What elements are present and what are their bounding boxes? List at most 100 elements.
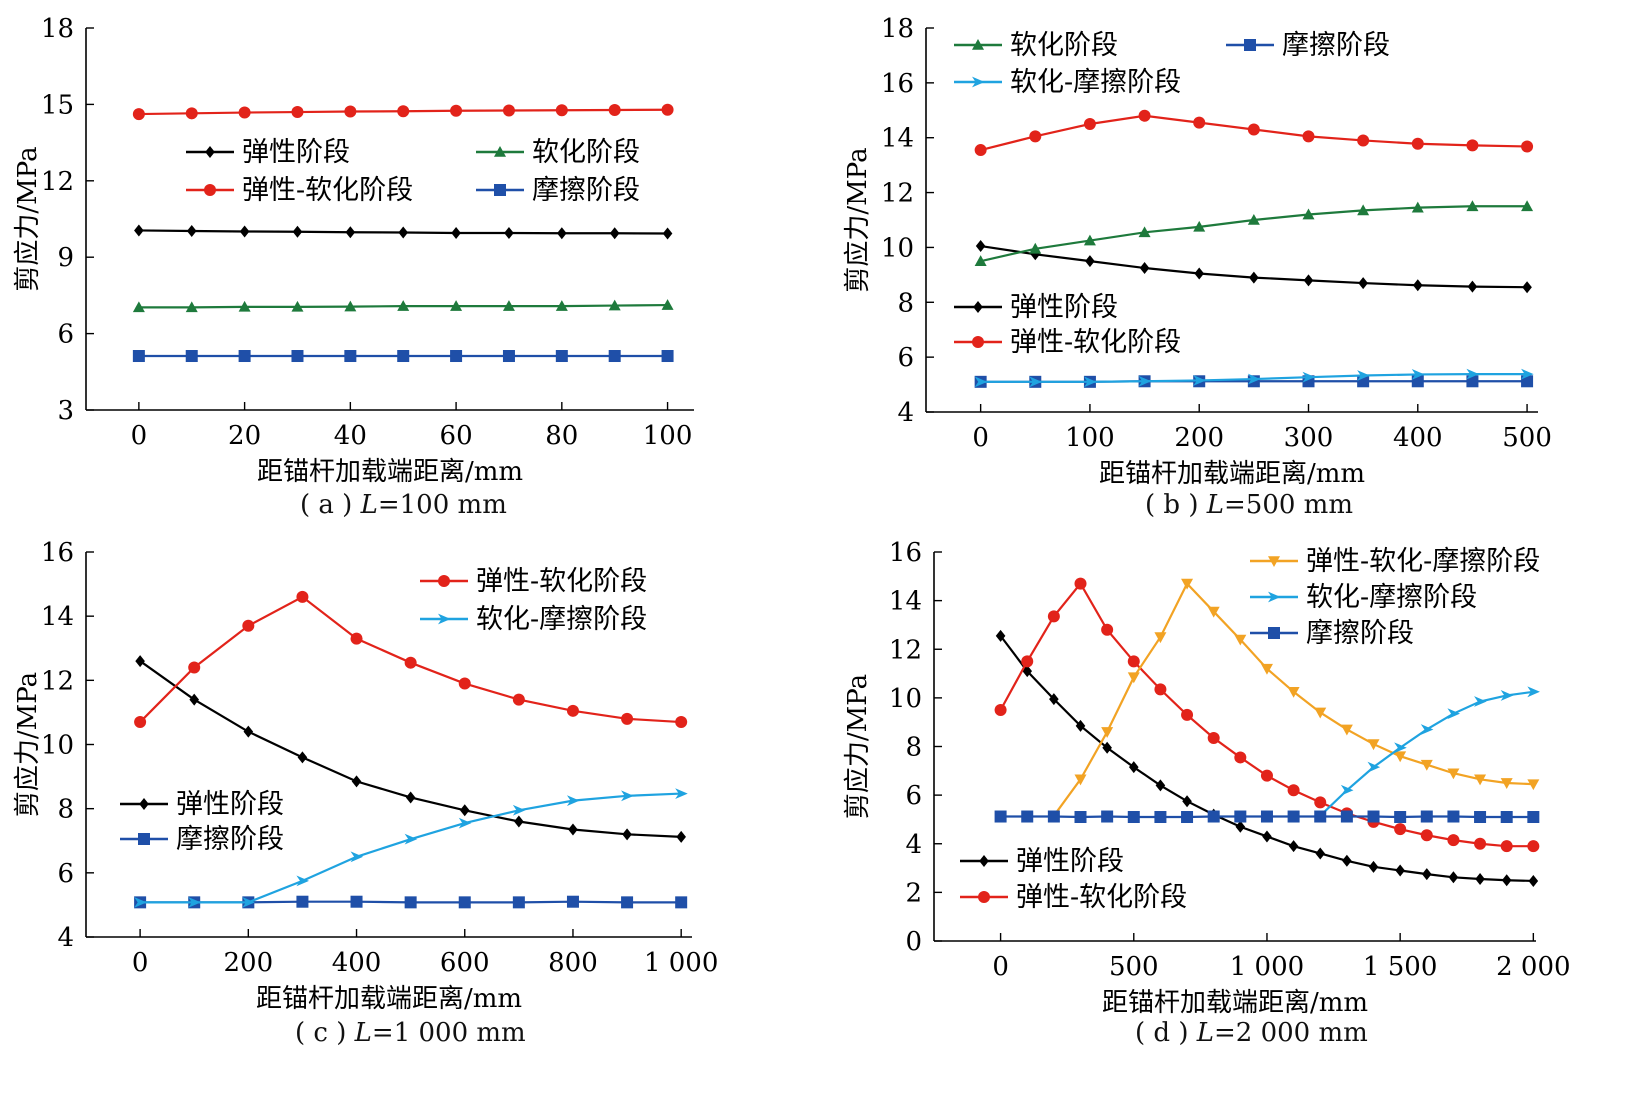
data-point-marker xyxy=(132,108,145,121)
legend-item: 摩擦阶段 xyxy=(1250,618,1414,649)
data-point-marker xyxy=(1466,200,1479,212)
data-point-marker xyxy=(1021,810,1034,823)
data-point-marker xyxy=(675,896,688,909)
data-point-marker xyxy=(438,613,451,625)
legend-label: 弹性-软化阶段 xyxy=(1010,327,1181,358)
series-group xyxy=(994,810,1540,824)
y-tick-label: 6 xyxy=(905,781,922,811)
data-point-marker xyxy=(1340,810,1353,823)
data-point-marker xyxy=(1288,840,1299,853)
data-point-marker xyxy=(1421,868,1432,881)
y-axis-title: 剪应力/MPa xyxy=(843,674,873,819)
data-point-marker xyxy=(1522,281,1532,294)
legend-label: 弹性-软化-摩擦阶段 xyxy=(1306,546,1540,577)
chart-b-caption: ( b ) L=500 mm xyxy=(1145,490,1353,520)
data-point-marker xyxy=(1139,262,1150,274)
data-point-marker xyxy=(1029,130,1042,143)
y-tick-label: 12 xyxy=(41,167,74,197)
data-point-marker xyxy=(451,227,461,240)
legend-label: 软化-摩擦阶段 xyxy=(476,604,647,635)
data-point-marker xyxy=(1466,375,1479,388)
data-point-marker xyxy=(291,300,304,312)
legend-item: 摩擦阶段 xyxy=(120,824,284,855)
legend-item: 弹性-软化阶段 xyxy=(960,882,1187,913)
data-point-marker xyxy=(1235,820,1246,833)
y-tick-label: 12 xyxy=(889,635,922,665)
x-tick-label: 200 xyxy=(1174,423,1224,453)
chart-c-svg: 4 6 8 10 12 14 16 0 200 400 600 800 1 000 距锚杆加载端距离/mm… xyxy=(13,538,718,1014)
caption-rest: =500 mm xyxy=(1224,490,1353,520)
data-point-marker xyxy=(204,184,216,196)
data-point-marker xyxy=(1447,810,1460,823)
data-point-marker xyxy=(1367,761,1381,773)
y-tick-label: 16 xyxy=(41,538,74,568)
y-tick-label: 8 xyxy=(897,288,914,318)
y-tick-label: 12 xyxy=(881,179,914,209)
data-point-marker xyxy=(1234,634,1247,646)
y-axis-title: 剪应力/MPa xyxy=(843,147,873,292)
y-tick-label: 14 xyxy=(881,124,914,154)
data-point-marker xyxy=(1287,810,1300,823)
x-tick-label: 400 xyxy=(1393,423,1443,453)
data-point-marker xyxy=(350,851,364,863)
y-tick-label: 6 xyxy=(897,343,914,373)
data-point-marker xyxy=(502,300,515,311)
data-point-marker xyxy=(1244,39,1256,51)
data-point-marker xyxy=(1127,672,1140,684)
data-point-marker xyxy=(1302,130,1315,143)
data-point-marker xyxy=(1394,742,1407,754)
y-tick-label: 9 xyxy=(57,243,74,273)
data-point-marker xyxy=(675,788,688,799)
data-point-marker xyxy=(566,704,579,717)
data-point-marker xyxy=(296,590,309,603)
data-point-marker xyxy=(1475,873,1485,886)
data-point-marker xyxy=(1394,823,1407,836)
data-point-marker xyxy=(1182,795,1192,808)
x-tick-label: 800 xyxy=(548,948,598,978)
y-tick-label: 6 xyxy=(57,320,74,350)
series-group xyxy=(132,350,674,363)
x-tick-label: 300 xyxy=(1284,423,1334,453)
x-tick-label: 1 000 xyxy=(1230,952,1304,982)
legend-label: 摩擦阶段 xyxy=(1306,618,1414,649)
data-point-marker xyxy=(296,875,310,887)
data-point-marker xyxy=(344,105,357,118)
legend-item: 软化阶段 xyxy=(954,30,1118,61)
x-tick-label: 20 xyxy=(228,421,261,451)
data-point-marker xyxy=(1528,874,1539,887)
data-point-marker xyxy=(450,350,463,363)
data-point-marker xyxy=(1268,556,1280,567)
data-point-marker xyxy=(1474,774,1487,786)
data-point-marker xyxy=(512,693,525,706)
data-point-marker xyxy=(621,712,634,725)
legend-label: 软化-摩擦阶段 xyxy=(1306,582,1477,613)
data-point-marker xyxy=(1047,810,1060,823)
y-tick-label: 10 xyxy=(41,731,74,761)
data-point-marker xyxy=(1047,610,1060,623)
data-point-marker xyxy=(1181,708,1194,721)
data-point-marker xyxy=(1287,784,1300,797)
data-point-marker xyxy=(238,350,251,363)
data-point-marker xyxy=(1074,774,1087,786)
data-point-marker xyxy=(188,661,201,674)
legend-item: 摩擦阶段 xyxy=(1226,30,1390,61)
data-point-marker xyxy=(132,350,145,363)
data-point-marker xyxy=(1340,784,1354,796)
data-point-marker xyxy=(1102,741,1112,754)
data-point-marker xyxy=(1049,693,1059,706)
legend-item: 摩擦阶段 xyxy=(476,175,640,206)
data-point-marker xyxy=(1128,761,1139,774)
data-point-marker xyxy=(1412,279,1423,292)
data-point-marker xyxy=(1395,864,1405,877)
data-point-marker xyxy=(1394,811,1407,824)
data-point-marker xyxy=(676,830,686,843)
data-point-marker xyxy=(1260,769,1273,782)
data-point-marker xyxy=(1138,109,1151,122)
x-tick-label: 0 xyxy=(132,948,149,978)
chart-a-caption: ( a ) L=100 mm xyxy=(300,490,507,520)
data-point-marker xyxy=(1420,829,1433,842)
data-point-marker xyxy=(186,224,197,237)
legend-item: 软化阶段 xyxy=(476,137,640,168)
series-group xyxy=(134,788,688,908)
series-line xyxy=(1052,581,1534,817)
